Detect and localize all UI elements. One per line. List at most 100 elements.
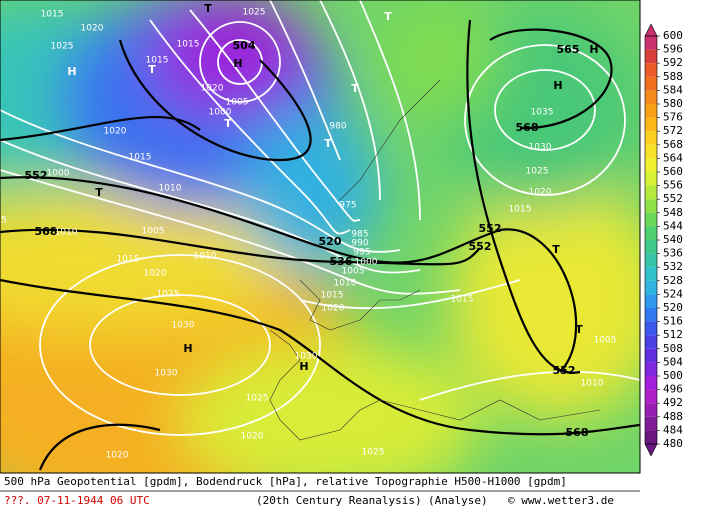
map-label: 5: [1, 216, 7, 226]
map-label: H: [233, 57, 242, 70]
colorbar-band: [645, 199, 657, 213]
map-frame: [0, 0, 641, 474]
footer-title: 500 hPa Geopotential [gpdm], Bodendruck …: [4, 475, 567, 488]
colorbar-band: [645, 36, 657, 50]
colorbar-band: [645, 226, 657, 240]
colorbar-band: [645, 280, 657, 295]
colorbar-band: [645, 362, 657, 376]
colorbar-band: [645, 131, 657, 145]
map-label: 1010: [581, 379, 604, 389]
isobars: [0, 0, 640, 436]
map-label: 568: [35, 225, 58, 238]
map-label: H: [589, 43, 598, 56]
footer-mode: (Analyse): [428, 494, 488, 507]
colorbar-tick-label: 492: [663, 396, 683, 409]
map-label: 995: [353, 248, 370, 258]
map-label: 565: [557, 43, 580, 56]
colorbar-tick-label: 600: [663, 29, 683, 42]
colorbar: 6005965925885845805765725685645605565525…: [644, 23, 683, 457]
colorbar-tick-label: 584: [663, 83, 683, 96]
colorbar-band: [645, 335, 657, 349]
colorbar-band: [645, 294, 657, 308]
map-label: 1000: [355, 258, 378, 268]
map-label: 1015: [177, 40, 200, 50]
colorbar-band: [645, 49, 657, 64]
colorbar-band: [645, 389, 657, 404]
colorbar-band: [645, 253, 657, 268]
colorbar-tick-label: 568: [663, 138, 683, 151]
map-label: 1020: [322, 304, 345, 314]
map-label: 552: [25, 169, 48, 182]
colorbar-tick-label: 504: [663, 355, 683, 368]
colorbar-band: [645, 76, 657, 91]
map-label: 1015: [117, 255, 140, 265]
colorbar-tick-label: 508: [663, 342, 683, 355]
map-label: 1035: [531, 108, 554, 118]
map-label: 1020: [104, 127, 127, 137]
colorbar-band: [645, 348, 657, 363]
colorbar-band: [645, 267, 657, 281]
map-label: 990: [351, 239, 368, 249]
map-label: 1000: [209, 108, 232, 118]
map-label: T: [204, 2, 212, 15]
map-label: 568: [516, 121, 539, 134]
map-label: 1030: [295, 352, 318, 362]
colorbar-tick-label: 540: [663, 233, 683, 246]
map-label: 1025: [362, 448, 385, 458]
map-label: 1030: [155, 369, 178, 379]
colorbar-band: [645, 158, 657, 172]
colorbar-band: [645, 172, 657, 186]
colorbar-band: [645, 430, 657, 444]
colorbar-tick-label: 516: [663, 315, 683, 328]
map-label: 1015: [129, 153, 152, 163]
colorbar-tick-label: 532: [663, 260, 683, 273]
colorbar-band: [645, 144, 657, 159]
colorbar-band: [645, 63, 657, 77]
map-label: 1015: [146, 56, 169, 66]
map-label: 1010: [334, 279, 357, 289]
colorbar-tick-label: 580: [663, 97, 683, 110]
map-label: T: [575, 323, 583, 336]
colorbar-tick-label: 576: [663, 111, 683, 124]
colorbar-tick-label: 484: [663, 423, 683, 436]
map-label: 1020: [144, 269, 167, 279]
map-label: 1025: [157, 290, 180, 300]
map-label: 1025: [51, 42, 74, 52]
colorbar-cap: [644, 443, 658, 457]
map-label: 1020: [81, 24, 104, 34]
colorbar-tick-label: 488: [663, 410, 683, 423]
map-label: 520: [319, 235, 342, 248]
colorbar-tick-label: 544: [663, 219, 683, 232]
map-label: 980: [329, 122, 346, 132]
map-label: 1010: [159, 184, 182, 194]
colorbar-tick-label: 556: [663, 179, 683, 192]
colorbar-tick-label: 480: [663, 437, 683, 450]
colorbar-tick-label: 548: [663, 206, 683, 219]
colorbar-band: [645, 308, 657, 322]
map-label: 1005: [342, 267, 365, 277]
map-label: 1025: [246, 394, 269, 404]
map-label: 1010: [55, 228, 78, 238]
map-label: 1030: [529, 143, 552, 153]
map-label: 1020: [106, 451, 129, 461]
map-label: H: [553, 79, 562, 92]
map-label: 1020: [241, 432, 264, 442]
map-label: T: [148, 63, 156, 76]
colorbar-band: [645, 212, 657, 227]
colorbar-tick-label: 524: [663, 287, 683, 300]
colorbar-tick-label: 572: [663, 124, 683, 137]
map-label: 1005: [594, 336, 617, 346]
map-label: 1015: [41, 10, 64, 20]
colorbar-tick-label: 596: [663, 43, 683, 56]
map-label: H: [299, 360, 308, 373]
colorbar-tick-label: 536: [663, 247, 683, 260]
map-label: 552: [469, 240, 492, 253]
map-label: H: [67, 65, 76, 78]
map-label: 1020: [201, 84, 224, 94]
map-label: 1030: [172, 321, 195, 331]
colorbar-band: [645, 240, 657, 254]
colorbar-band: [645, 403, 657, 417]
map-label: T: [384, 10, 392, 23]
coastlines: [269, 79, 601, 441]
